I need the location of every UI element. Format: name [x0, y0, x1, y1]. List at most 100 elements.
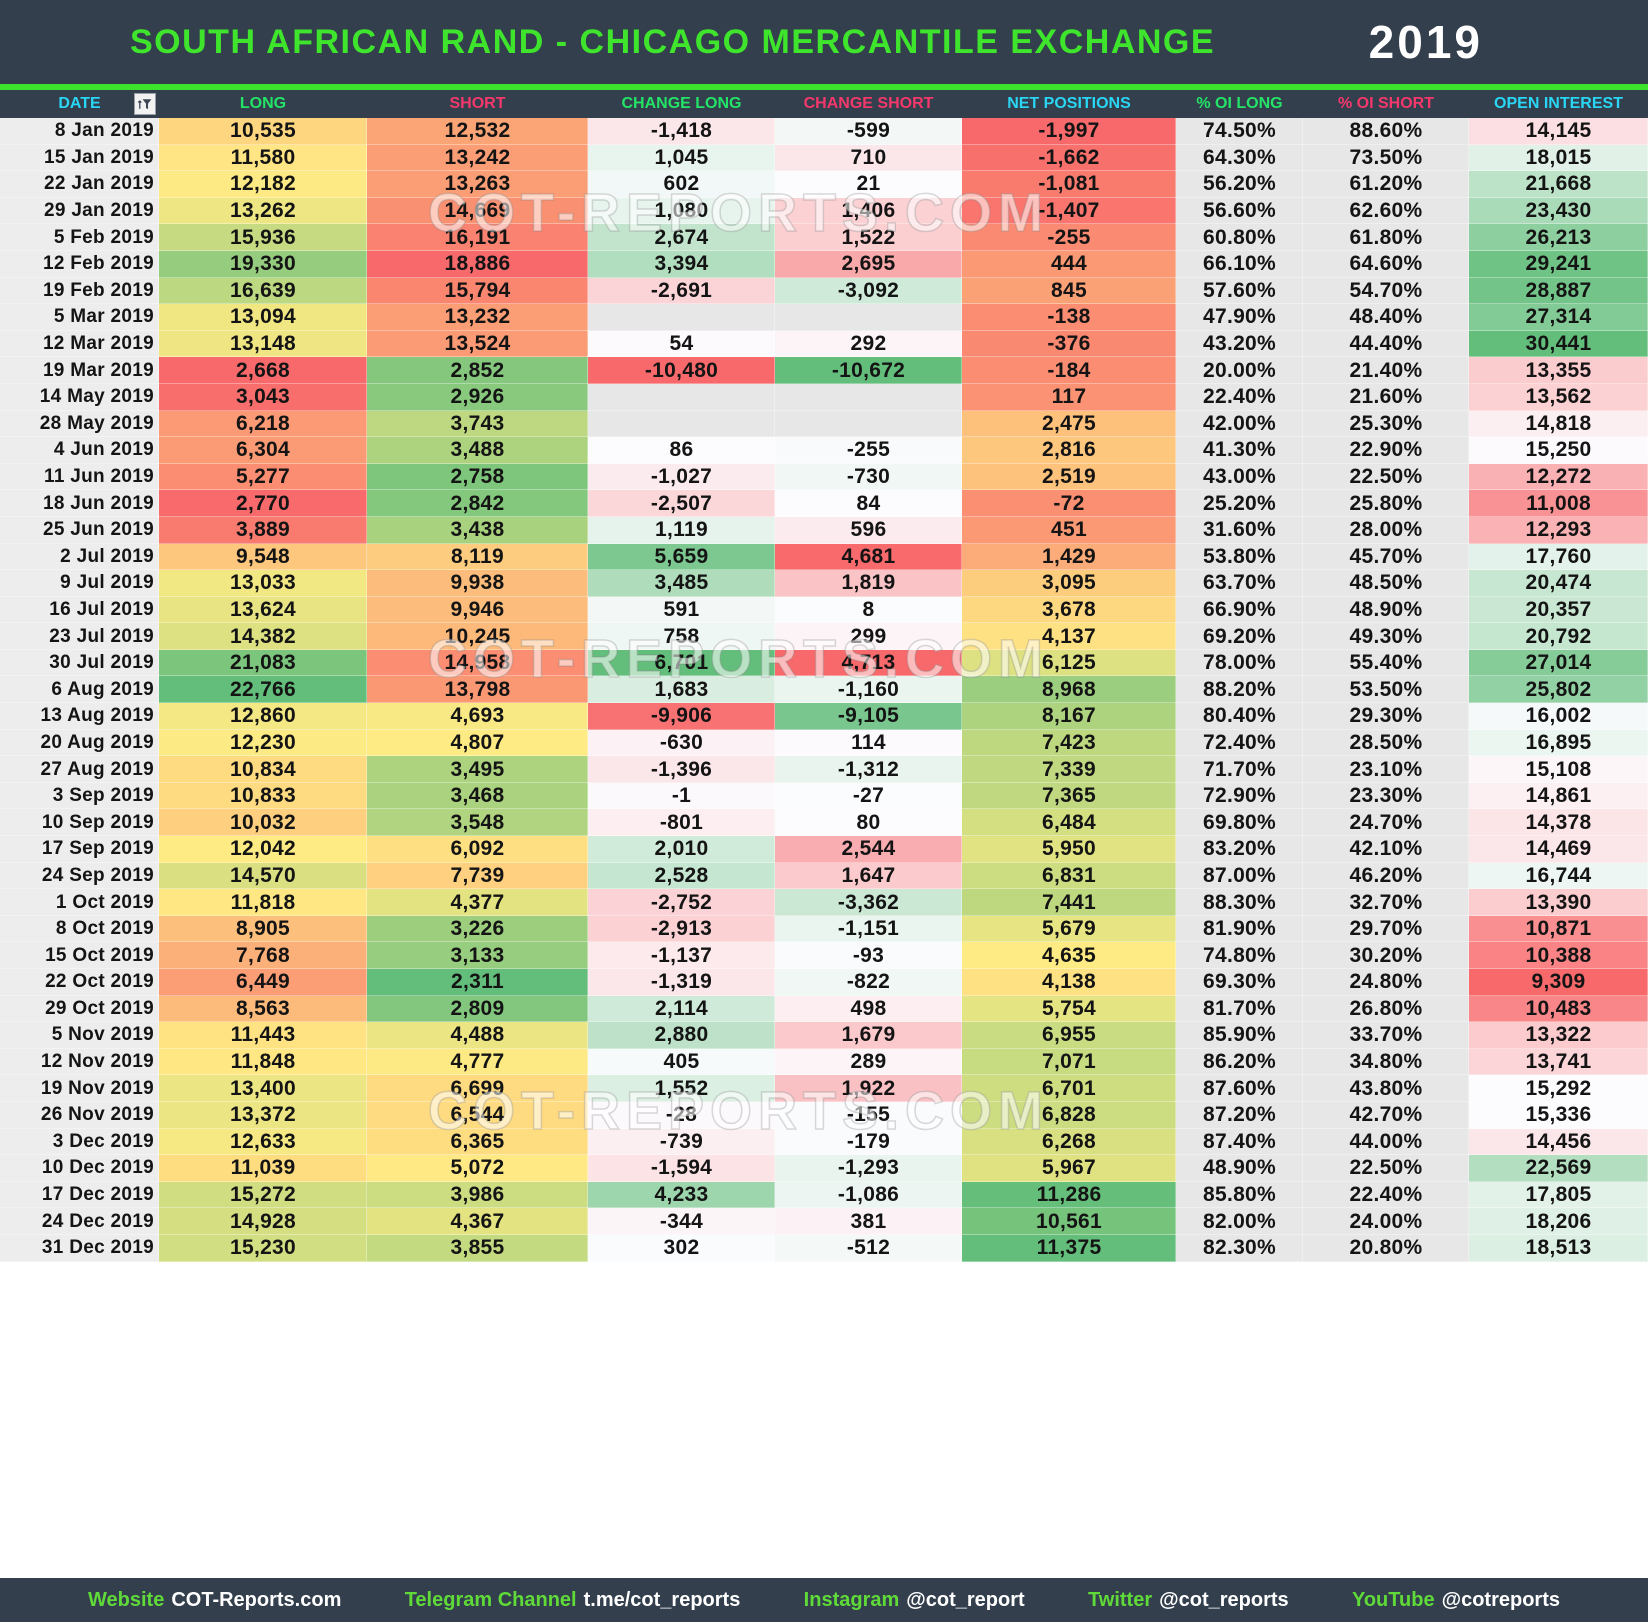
cell-net_positions[interactable]: 6,701: [962, 1075, 1176, 1102]
cell-net_positions[interactable]: 7,365: [962, 782, 1176, 810]
cell-date[interactable]: 5 Mar 2019: [0, 304, 159, 331]
cell-change_long[interactable]: 1,080: [588, 197, 775, 225]
cell-change_short[interactable]: 2,695: [775, 250, 962, 278]
cell-change_long[interactable]: 1,119: [588, 516, 775, 544]
cell-net_positions[interactable]: -138: [962, 304, 1176, 331]
cell-oi_short_pct[interactable]: 29.30%: [1303, 703, 1469, 730]
cell-change_short[interactable]: -255: [775, 437, 962, 464]
cell-change_short[interactable]: 1,679: [775, 1022, 962, 1049]
cell-long[interactable]: 9,548: [159, 543, 367, 571]
cell-change_short[interactable]: 710: [775, 144, 962, 172]
cell-change_short[interactable]: 2,544: [775, 836, 962, 863]
cell-oi_long_pct[interactable]: 85.90%: [1176, 1022, 1303, 1049]
cell-date[interactable]: 13 Aug 2019: [0, 703, 159, 730]
cell-change_long[interactable]: -1,027: [588, 463, 775, 491]
cell-oi_long_pct[interactable]: 72.90%: [1176, 782, 1303, 810]
cell-oi_long_pct[interactable]: 87.40%: [1176, 1128, 1303, 1156]
cell-change_short[interactable]: [775, 410, 962, 438]
cell-oi_short_pct[interactable]: 73.50%: [1303, 144, 1469, 172]
cell-change_long[interactable]: 1,683: [588, 676, 775, 704]
cell-long[interactable]: 13,262: [159, 197, 367, 225]
cell-oi_short_pct[interactable]: 30.20%: [1303, 942, 1469, 969]
cell-change_long[interactable]: 2,010: [588, 836, 775, 863]
cell-long[interactable]: 2,770: [159, 490, 367, 517]
cell-short[interactable]: 3,986: [367, 1181, 588, 1209]
cell-oi_long_pct[interactable]: 69.80%: [1176, 809, 1303, 837]
cell-long[interactable]: 19,330: [159, 250, 367, 278]
cell-change_short[interactable]: 80: [775, 809, 962, 837]
cell-date[interactable]: 31 Dec 2019: [0, 1234, 159, 1262]
cell-open_interest[interactable]: 17,760: [1469, 543, 1648, 571]
cell-net_positions[interactable]: 6,955: [962, 1022, 1176, 1049]
cell-open_interest[interactable]: 30,441: [1469, 330, 1648, 358]
cell-long[interactable]: 22,766: [159, 676, 367, 704]
cell-change_long[interactable]: 54: [588, 330, 775, 358]
cell-oi_short_pct[interactable]: 61.20%: [1303, 171, 1469, 198]
cell-change_long[interactable]: 3,485: [588, 570, 775, 597]
cell-oi_short_pct[interactable]: 29.70%: [1303, 915, 1469, 943]
cell-date[interactable]: 3 Sep 2019: [0, 782, 159, 810]
cell-change_short[interactable]: -1,312: [775, 756, 962, 783]
cell-date[interactable]: 16 Jul 2019: [0, 596, 159, 624]
cell-date[interactable]: 29 Jan 2019: [0, 197, 159, 225]
cell-oi_short_pct[interactable]: 22.40%: [1303, 1181, 1469, 1209]
cell-change_short[interactable]: 21: [775, 171, 962, 198]
cell-long[interactable]: 3,043: [159, 383, 367, 411]
cell-change_short[interactable]: 498: [775, 995, 962, 1023]
cell-net_positions[interactable]: 4,137: [962, 623, 1176, 650]
cell-date[interactable]: 17 Sep 2019: [0, 836, 159, 863]
cell-open_interest[interactable]: 13,741: [1469, 1048, 1648, 1076]
cell-oi_short_pct[interactable]: 42.10%: [1303, 836, 1469, 863]
cell-oi_short_pct[interactable]: 48.40%: [1303, 304, 1469, 331]
cell-open_interest[interactable]: 14,145: [1469, 118, 1648, 145]
cell-change_long[interactable]: -2,913: [588, 915, 775, 943]
cell-change_long[interactable]: 2,528: [588, 862, 775, 890]
cell-net_positions[interactable]: 4,635: [962, 942, 1176, 969]
cell-date[interactable]: 12 Mar 2019: [0, 330, 159, 358]
cell-net_positions[interactable]: 451: [962, 516, 1176, 544]
cell-net_positions[interactable]: 444: [962, 250, 1176, 278]
cell-oi_long_pct[interactable]: 82.00%: [1176, 1208, 1303, 1235]
cell-net_positions[interactable]: -1,407: [962, 197, 1176, 225]
cell-oi_long_pct[interactable]: 87.20%: [1176, 1101, 1303, 1129]
cell-long[interactable]: 16,639: [159, 277, 367, 305]
cell-short[interactable]: 3,468: [367, 782, 588, 810]
cell-oi_long_pct[interactable]: 85.80%: [1176, 1181, 1303, 1209]
cell-oi_long_pct[interactable]: 57.60%: [1176, 277, 1303, 305]
cell-long[interactable]: 12,042: [159, 836, 367, 863]
cell-change_long[interactable]: [588, 410, 775, 438]
cell-oi_short_pct[interactable]: 55.40%: [1303, 649, 1469, 677]
cell-long[interactable]: 8,905: [159, 915, 367, 943]
cell-net_positions[interactable]: 6,828: [962, 1101, 1176, 1129]
cell-open_interest[interactable]: 14,469: [1469, 836, 1648, 863]
cell-oi_short_pct[interactable]: 21.40%: [1303, 357, 1469, 384]
cell-open_interest[interactable]: 14,378: [1469, 809, 1648, 837]
cell-change_short[interactable]: 289: [775, 1048, 962, 1076]
cell-short[interactable]: 3,495: [367, 756, 588, 783]
cell-open_interest[interactable]: 20,357: [1469, 596, 1648, 624]
cell-change_long[interactable]: -630: [588, 729, 775, 757]
cell-long[interactable]: 13,033: [159, 570, 367, 597]
cell-oi_long_pct[interactable]: 69.20%: [1176, 623, 1303, 650]
cell-change_short[interactable]: 8: [775, 596, 962, 624]
cell-oi_short_pct[interactable]: 44.40%: [1303, 330, 1469, 358]
cell-short[interactable]: 2,852: [367, 357, 588, 384]
cell-change_long[interactable]: 86: [588, 437, 775, 464]
cell-date[interactable]: 2 Jul 2019: [0, 543, 159, 571]
cell-open_interest[interactable]: 17,805: [1469, 1181, 1648, 1209]
cell-short[interactable]: 3,743: [367, 410, 588, 438]
cell-date[interactable]: 28 May 2019: [0, 410, 159, 438]
cell-oi_long_pct[interactable]: 42.00%: [1176, 410, 1303, 438]
cell-net_positions[interactable]: 2,519: [962, 463, 1176, 491]
cell-date[interactable]: 27 Aug 2019: [0, 756, 159, 783]
cell-oi_short_pct[interactable]: 49.30%: [1303, 623, 1469, 650]
cell-change_short[interactable]: -179: [775, 1128, 962, 1156]
cell-open_interest[interactable]: 18,015: [1469, 144, 1648, 172]
cell-long[interactable]: 12,182: [159, 171, 367, 198]
cell-net_positions[interactable]: 117: [962, 383, 1176, 411]
cell-change_long[interactable]: 302: [588, 1234, 775, 1262]
cell-oi_short_pct[interactable]: 48.90%: [1303, 596, 1469, 624]
cell-open_interest[interactable]: 13,390: [1469, 889, 1648, 916]
cell-long[interactable]: 13,372: [159, 1101, 367, 1129]
footer-instagram-value[interactable]: @cot_report: [906, 1588, 1025, 1611]
